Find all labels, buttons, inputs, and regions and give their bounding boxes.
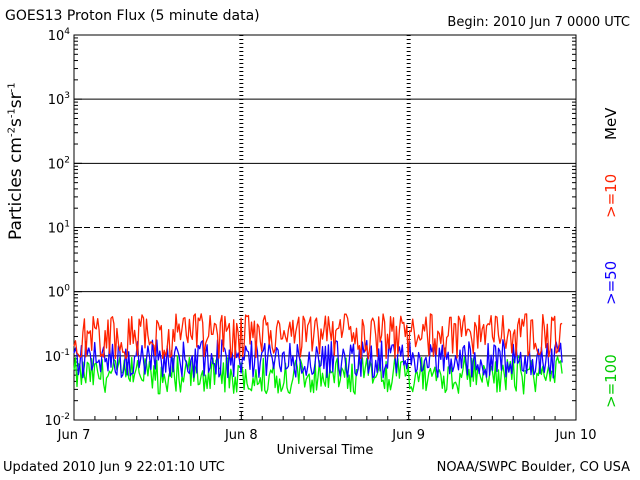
series-line [73,313,563,360]
unit-label: MeV [602,107,620,140]
legend-ge50: >=50 [602,260,620,305]
x-axis-label: Universal Time [277,443,374,458]
y-tick-label: 103 [48,91,70,108]
x-tick-label: Jun 9 [391,428,425,443]
y-tick-label: 10-2 [44,412,70,429]
y-tick-label: 10-1 [44,348,70,365]
y-tick-label: 104 [48,27,71,44]
begin-time: Begin: 2010 Jun 7 0000 UTC [447,15,630,30]
y-tick-label: 102 [48,155,70,172]
series-line [73,355,563,395]
chart-title: GOES13 Proton Flux (5 minute data) [5,8,260,24]
series-line [73,339,563,379]
x-tick-label: Jun 7 [57,428,91,443]
y-tick-label: 101 [48,220,70,237]
legend-ge100: >=100 [602,354,620,408]
x-tick-label: Jun 8 [224,428,258,443]
x-tick-label: Jun 10 [555,428,597,443]
updated-timestamp: Updated 2010 Jun 9 22:01:10 UTC [3,460,225,475]
legend-ge10: >=10 [602,173,620,218]
credit-text: NOAA/SWPC Boulder, CO USA [436,460,630,475]
y-axis-label: Particles cm-2s-1sr-1 [6,82,26,240]
y-tick-label: 100 [48,284,71,301]
